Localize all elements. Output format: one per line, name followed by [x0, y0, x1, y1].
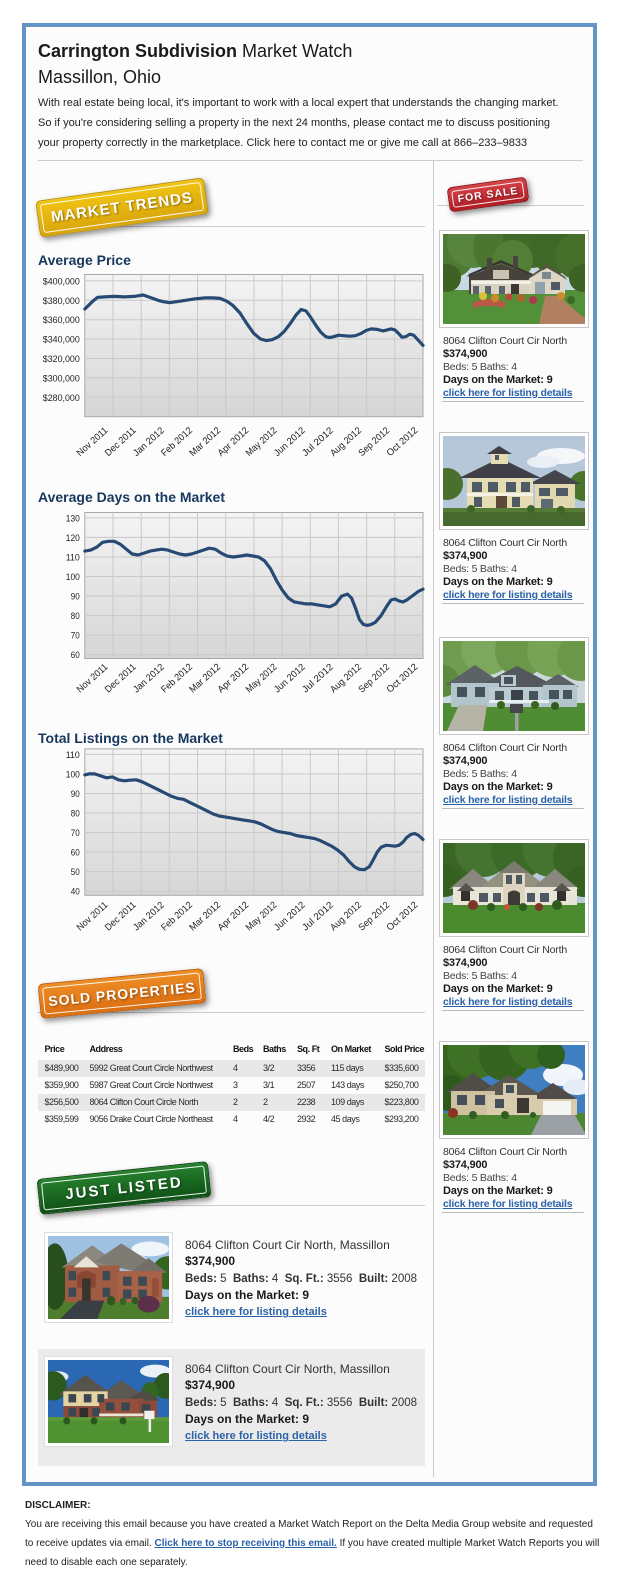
svg-text:70: 70 — [71, 828, 80, 839]
svg-text:100: 100 — [66, 769, 80, 780]
svg-text:120: 120 — [66, 533, 80, 544]
svg-text:$280,000: $280,000 — [43, 393, 80, 404]
svg-text:Oct 2012: Oct 2012 — [385, 900, 421, 934]
svg-text:110: 110 — [66, 750, 80, 761]
svg-text:70: 70 — [71, 631, 80, 642]
svg-text:$300,000: $300,000 — [43, 373, 80, 384]
svg-text:80: 80 — [71, 611, 80, 622]
svg-text:40: 40 — [71, 887, 80, 898]
svg-text:90: 90 — [71, 789, 80, 800]
svg-text:$320,000: $320,000 — [43, 354, 80, 365]
svg-text:100: 100 — [66, 572, 80, 583]
svg-text:60: 60 — [71, 650, 80, 661]
svg-text:$340,000: $340,000 — [43, 335, 80, 346]
svg-text:90: 90 — [71, 592, 80, 603]
svg-text:$380,000: $380,000 — [43, 296, 80, 307]
svg-text:130: 130 — [66, 513, 80, 524]
svg-text:Oct 2012: Oct 2012 — [385, 662, 421, 696]
svg-text:$360,000: $360,000 — [43, 315, 80, 326]
svg-text:60: 60 — [71, 848, 80, 859]
svg-text:Oct 2012: Oct 2012 — [385, 425, 421, 459]
svg-text:80: 80 — [71, 809, 80, 820]
svg-text:110: 110 — [66, 553, 80, 564]
svg-text:50: 50 — [71, 867, 80, 878]
svg-text:$400,000: $400,000 — [43, 276, 80, 287]
